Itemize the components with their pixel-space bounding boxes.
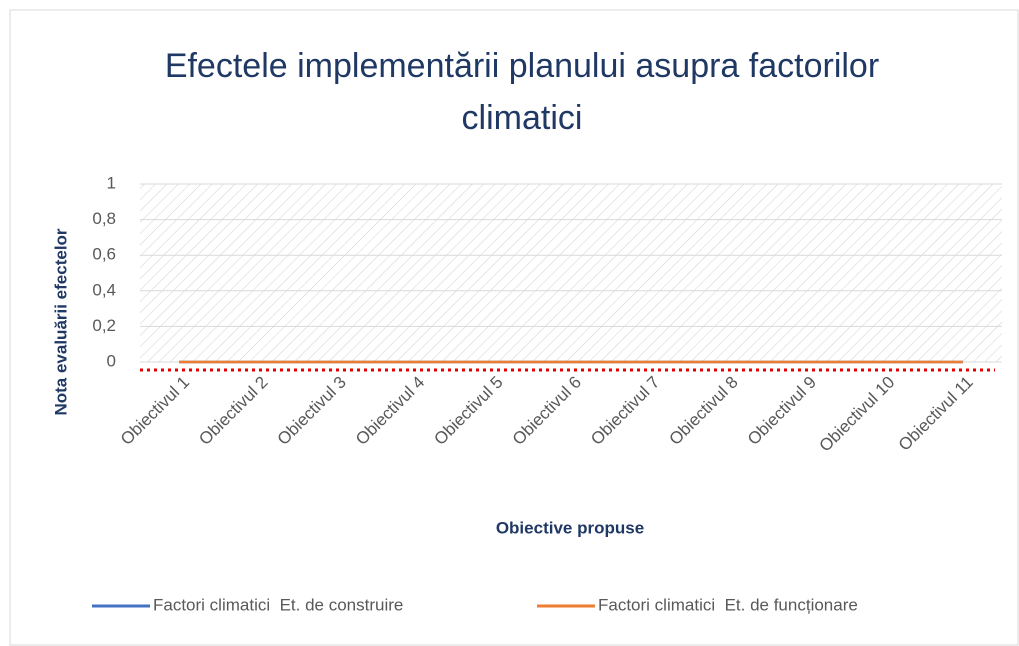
y-axis-title: Nota evaluării efectelor: [51, 228, 70, 415]
y-tick-label: 0,4: [92, 280, 116, 299]
x-tick-label: Obiectivul 1: [117, 373, 193, 449]
legend-label: Factori climatici Et. de funcționare: [598, 595, 858, 614]
y-tick-label: 0,8: [92, 209, 116, 228]
x-tick-label: Obiectivul 10: [816, 373, 899, 456]
x-tick-label: Obiectivul 11: [895, 373, 977, 455]
x-tick-label: Obiectivul 7: [587, 373, 663, 449]
x-tick-label: Obiectivul 2: [195, 373, 271, 449]
chart-border: [9, 9, 1019, 646]
chart-title: Efectele implementării planului asupra f…: [164, 47, 880, 137]
x-tick-label: Obiectivul 3: [274, 373, 350, 449]
plot-background: [140, 184, 1002, 362]
x-axis-title: Obiective propuse: [496, 518, 644, 537]
x-tick-label: Obiectivul 6: [509, 373, 585, 449]
x-tick-label: Obiectivul 8: [665, 373, 741, 449]
x-tick-label: Obiectivul 4: [352, 373, 428, 449]
y-tick-label: 1: [107, 173, 116, 192]
x-tick-label: Obiectivul 9: [744, 373, 820, 449]
legend-label: Factori climatici Et. de construire: [153, 595, 403, 614]
y-tick-label: 0,6: [92, 245, 116, 264]
y-tick-label: 0: [107, 351, 116, 370]
x-tick-label: Obiectivul 5: [430, 373, 506, 449]
y-tick-label: 0,2: [92, 316, 116, 335]
